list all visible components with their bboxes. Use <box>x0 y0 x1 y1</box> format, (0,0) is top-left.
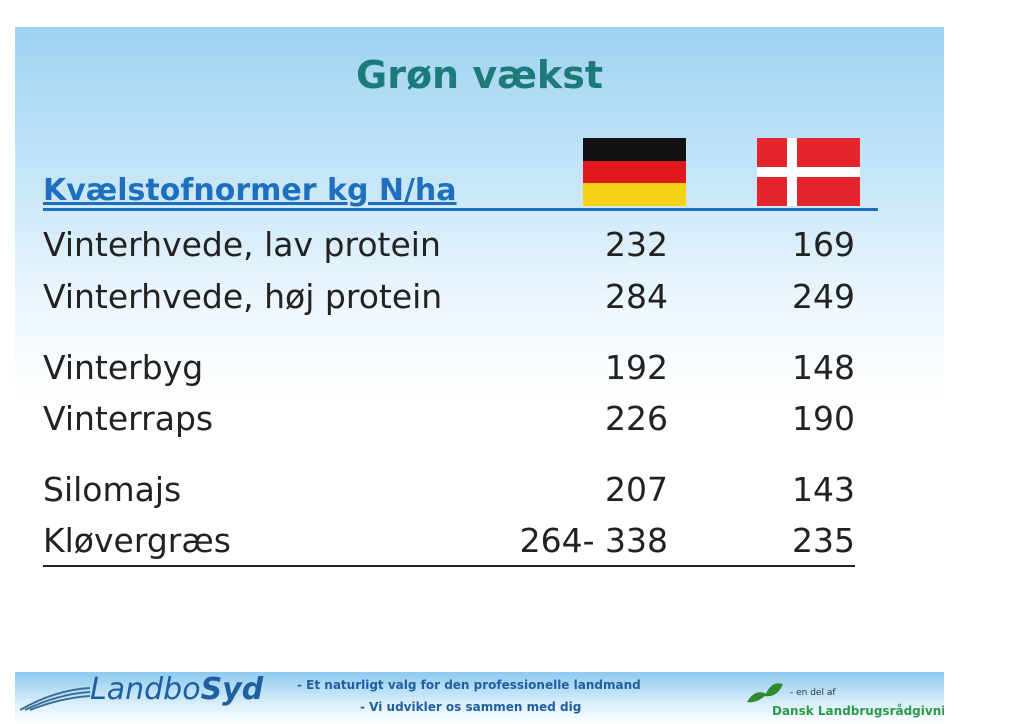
flag-germany <box>583 138 686 206</box>
flag-denmark <box>757 138 860 206</box>
table-row: Kløvergræs 264- 338 235 <box>43 521 855 567</box>
denmark-value: 235 <box>792 521 855 560</box>
denmark-value: 169 <box>792 225 855 264</box>
germany-value: 232 <box>605 225 668 264</box>
crop-label: Kløvergræs <box>43 521 231 560</box>
footer: LandboSyd - Et naturligt valg for den pr… <box>15 672 944 724</box>
logo-text-bold: Syd <box>200 672 264 707</box>
denmark-value: 249 <box>792 277 855 316</box>
partner-leaf <box>747 683 783 703</box>
table-row: Vinterhvede, høj protein 284 249 <box>43 277 855 321</box>
denmark-value: 148 <box>792 348 855 387</box>
table-row: Vinterhvede, lav protein 232 169 <box>43 225 855 269</box>
crop-label: Vinterbyg <box>43 348 204 387</box>
denmark-value: 143 <box>792 470 855 509</box>
crop-label: Vinterraps <box>43 399 214 438</box>
table-row: Vinterbyg 192 148 <box>43 348 855 392</box>
crop-label: Silomajs <box>43 470 182 509</box>
germany-value: 284 <box>605 277 668 316</box>
logo-text: Landbo <box>90 672 201 707</box>
heading-rule <box>43 208 878 211</box>
denmark-value: 190 <box>792 399 855 438</box>
title: Grøn vækst <box>356 53 603 97</box>
germany-value: 192 <box>605 348 668 387</box>
germany-value: 207 <box>605 470 668 509</box>
table-heading: Kvælstofnormer kg N/ha <box>43 173 457 208</box>
tagline: - Vi udvikler os sammen med dig <box>360 700 582 714</box>
germany-value: 264- 338 <box>519 521 668 560</box>
crop-label: Vinterhvede, lav protein <box>43 225 441 264</box>
table-row: Silomajs 207 143 <box>43 470 855 514</box>
partner-note: - en del af <box>790 688 836 698</box>
germany-value: 226 <box>605 399 668 438</box>
tagline: - Et naturligt valg for den professionel… <box>297 678 641 692</box>
crop-label: Vinterhvede, høj protein <box>43 277 443 316</box>
logo-swoosh <box>20 687 90 711</box>
table-row: Vinterraps 226 190 <box>43 399 855 443</box>
partner-name: Dansk Landbrugsrådgivning <box>772 704 944 718</box>
slide: Grøn vækst Kvælstofnormer kg N/ha Vinter… <box>15 27 944 647</box>
logo: LandboSyd <box>90 672 263 707</box>
